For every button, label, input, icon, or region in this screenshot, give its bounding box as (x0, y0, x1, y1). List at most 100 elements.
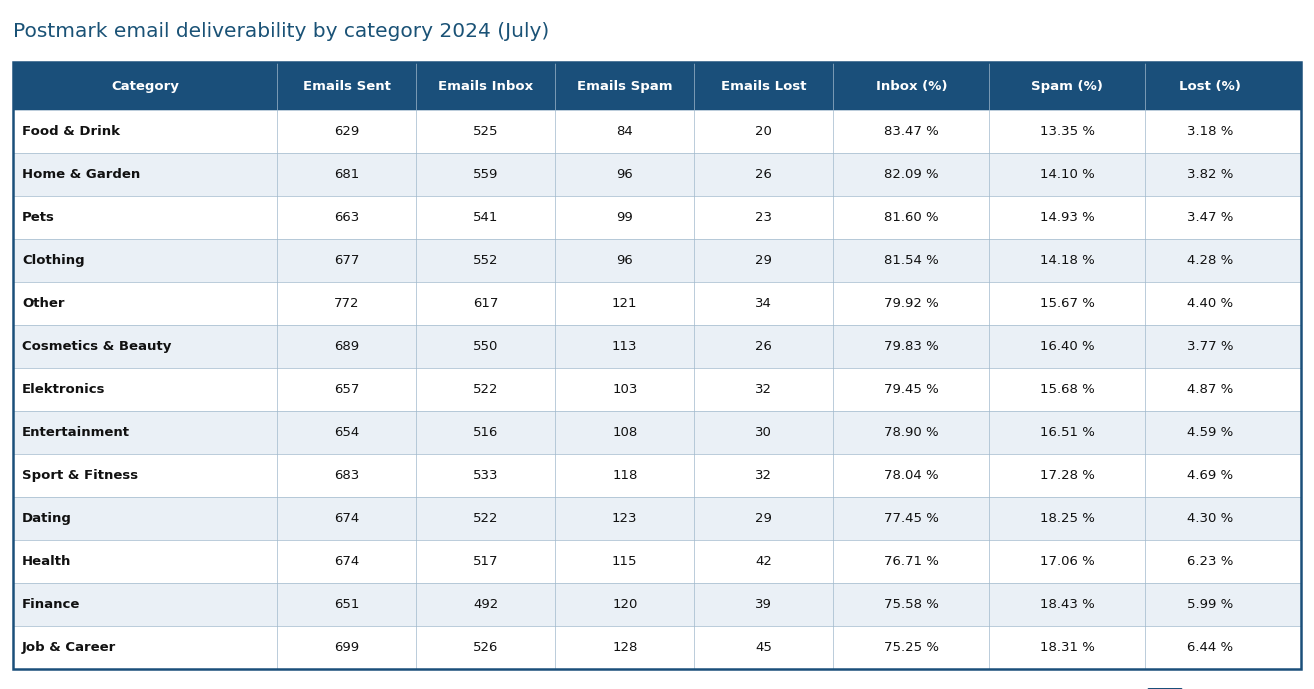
Bar (13, 196, 1301, 239)
Text: 128: 128 (612, 641, 637, 654)
Text: 13.35 %: 13.35 % (1039, 125, 1095, 138)
Text: 4.30 %: 4.30 % (1187, 512, 1234, 525)
Text: 15.68 %: 15.68 % (1039, 383, 1095, 396)
Text: 14.18 %: 14.18 % (1039, 254, 1095, 267)
Text: 5.99 %: 5.99 % (1187, 598, 1234, 611)
Text: 681: 681 (334, 168, 359, 181)
Bar (13, 540, 1301, 583)
Text: Emails Sent: Emails Sent (302, 79, 390, 92)
Text: Emails Inbox: Emails Inbox (438, 79, 533, 92)
Bar (1146, 688, 1184, 689)
Text: 4.40 %: 4.40 % (1187, 297, 1234, 310)
Text: 677: 677 (334, 254, 359, 267)
Text: 29: 29 (756, 254, 773, 267)
Text: 79.45 %: 79.45 % (884, 383, 938, 396)
Text: 82.09 %: 82.09 % (884, 168, 938, 181)
Text: Postmark email deliverability by category 2024 (July): Postmark email deliverability by categor… (13, 22, 549, 41)
Bar (13, 411, 1301, 454)
Text: Inbox (%): Inbox (%) (875, 79, 947, 92)
Text: 45: 45 (756, 641, 773, 654)
Text: Emails Spam: Emails Spam (577, 79, 673, 92)
Text: Lost (%): Lost (%) (1179, 79, 1242, 92)
Text: 78.04 %: 78.04 % (884, 469, 938, 482)
Text: 84: 84 (616, 125, 633, 138)
Text: 4.69 %: 4.69 % (1187, 469, 1234, 482)
Text: 541: 541 (473, 211, 498, 224)
Text: 516: 516 (473, 426, 498, 439)
Text: 75.25 %: 75.25 % (884, 641, 940, 654)
Bar (13, 282, 1301, 325)
Text: 772: 772 (334, 297, 359, 310)
Text: 15.67 %: 15.67 % (1039, 297, 1095, 310)
Text: 17.28 %: 17.28 % (1039, 469, 1095, 482)
Text: 120: 120 (612, 598, 637, 611)
Bar (13, 110, 1301, 153)
Bar (13, 497, 1301, 540)
Bar (13, 325, 1301, 368)
Text: 525: 525 (473, 125, 498, 138)
Text: Finance: Finance (22, 598, 80, 611)
Text: 559: 559 (473, 168, 498, 181)
Text: 81.60 %: 81.60 % (884, 211, 938, 224)
Text: 689: 689 (334, 340, 359, 353)
Text: Job & Career: Job & Career (22, 641, 116, 654)
Text: 492: 492 (473, 598, 498, 611)
Text: 18.31 %: 18.31 % (1039, 641, 1095, 654)
Text: 17.06 %: 17.06 % (1039, 555, 1095, 568)
Text: 108: 108 (612, 426, 637, 439)
Text: 4.87 %: 4.87 % (1187, 383, 1234, 396)
Text: 522: 522 (473, 512, 498, 525)
Bar (13, 62, 1301, 669)
Text: Emails Lost: Emails Lost (721, 79, 807, 92)
Text: 617: 617 (473, 297, 498, 310)
Text: 3.18 %: 3.18 % (1187, 125, 1234, 138)
Text: 3.47 %: 3.47 % (1187, 211, 1234, 224)
Text: 79.92 %: 79.92 % (884, 297, 938, 310)
Text: 517: 517 (473, 555, 498, 568)
Text: 123: 123 (612, 512, 637, 525)
Text: 674: 674 (334, 512, 359, 525)
Text: 683: 683 (334, 469, 359, 482)
Text: 32: 32 (756, 383, 773, 396)
Text: 103: 103 (612, 383, 637, 396)
Text: 34: 34 (756, 297, 773, 310)
Text: 81.54 %: 81.54 % (884, 254, 938, 267)
Text: Food & Drink: Food & Drink (22, 125, 120, 138)
Text: 83.47 %: 83.47 % (884, 125, 938, 138)
Text: 14.93 %: 14.93 % (1039, 211, 1095, 224)
Text: 654: 654 (334, 426, 359, 439)
Text: 26: 26 (756, 340, 773, 353)
Text: Health: Health (22, 555, 71, 568)
Text: 657: 657 (334, 383, 359, 396)
Bar (13, 368, 1301, 411)
Text: Dating: Dating (22, 512, 72, 525)
Text: 26: 26 (756, 168, 773, 181)
Text: 6.44 %: 6.44 % (1187, 641, 1234, 654)
Text: 18.25 %: 18.25 % (1039, 512, 1095, 525)
Text: 29: 29 (756, 512, 773, 525)
Text: 16.51 %: 16.51 % (1039, 426, 1095, 439)
Bar (13, 153, 1301, 196)
Text: 699: 699 (334, 641, 359, 654)
Text: 78.90 %: 78.90 % (884, 426, 938, 439)
Text: 663: 663 (334, 211, 359, 224)
Text: 4.28 %: 4.28 % (1187, 254, 1234, 267)
Text: Other: Other (22, 297, 64, 310)
Text: 42: 42 (756, 555, 773, 568)
Text: Category: Category (112, 79, 179, 92)
Text: 651: 651 (334, 598, 359, 611)
Bar (13, 626, 1301, 669)
Text: 99: 99 (616, 211, 633, 224)
Text: 115: 115 (612, 555, 637, 568)
Bar (13, 583, 1301, 626)
Text: Spam (%): Spam (%) (1031, 79, 1104, 92)
Text: 76.71 %: 76.71 % (884, 555, 938, 568)
Text: 96: 96 (616, 168, 633, 181)
Text: 23: 23 (756, 211, 773, 224)
Text: Pets: Pets (22, 211, 55, 224)
Text: Entertainment: Entertainment (22, 426, 130, 439)
Text: 39: 39 (756, 598, 773, 611)
Text: 629: 629 (334, 125, 359, 138)
Text: 121: 121 (612, 297, 637, 310)
Text: 32: 32 (756, 469, 773, 482)
